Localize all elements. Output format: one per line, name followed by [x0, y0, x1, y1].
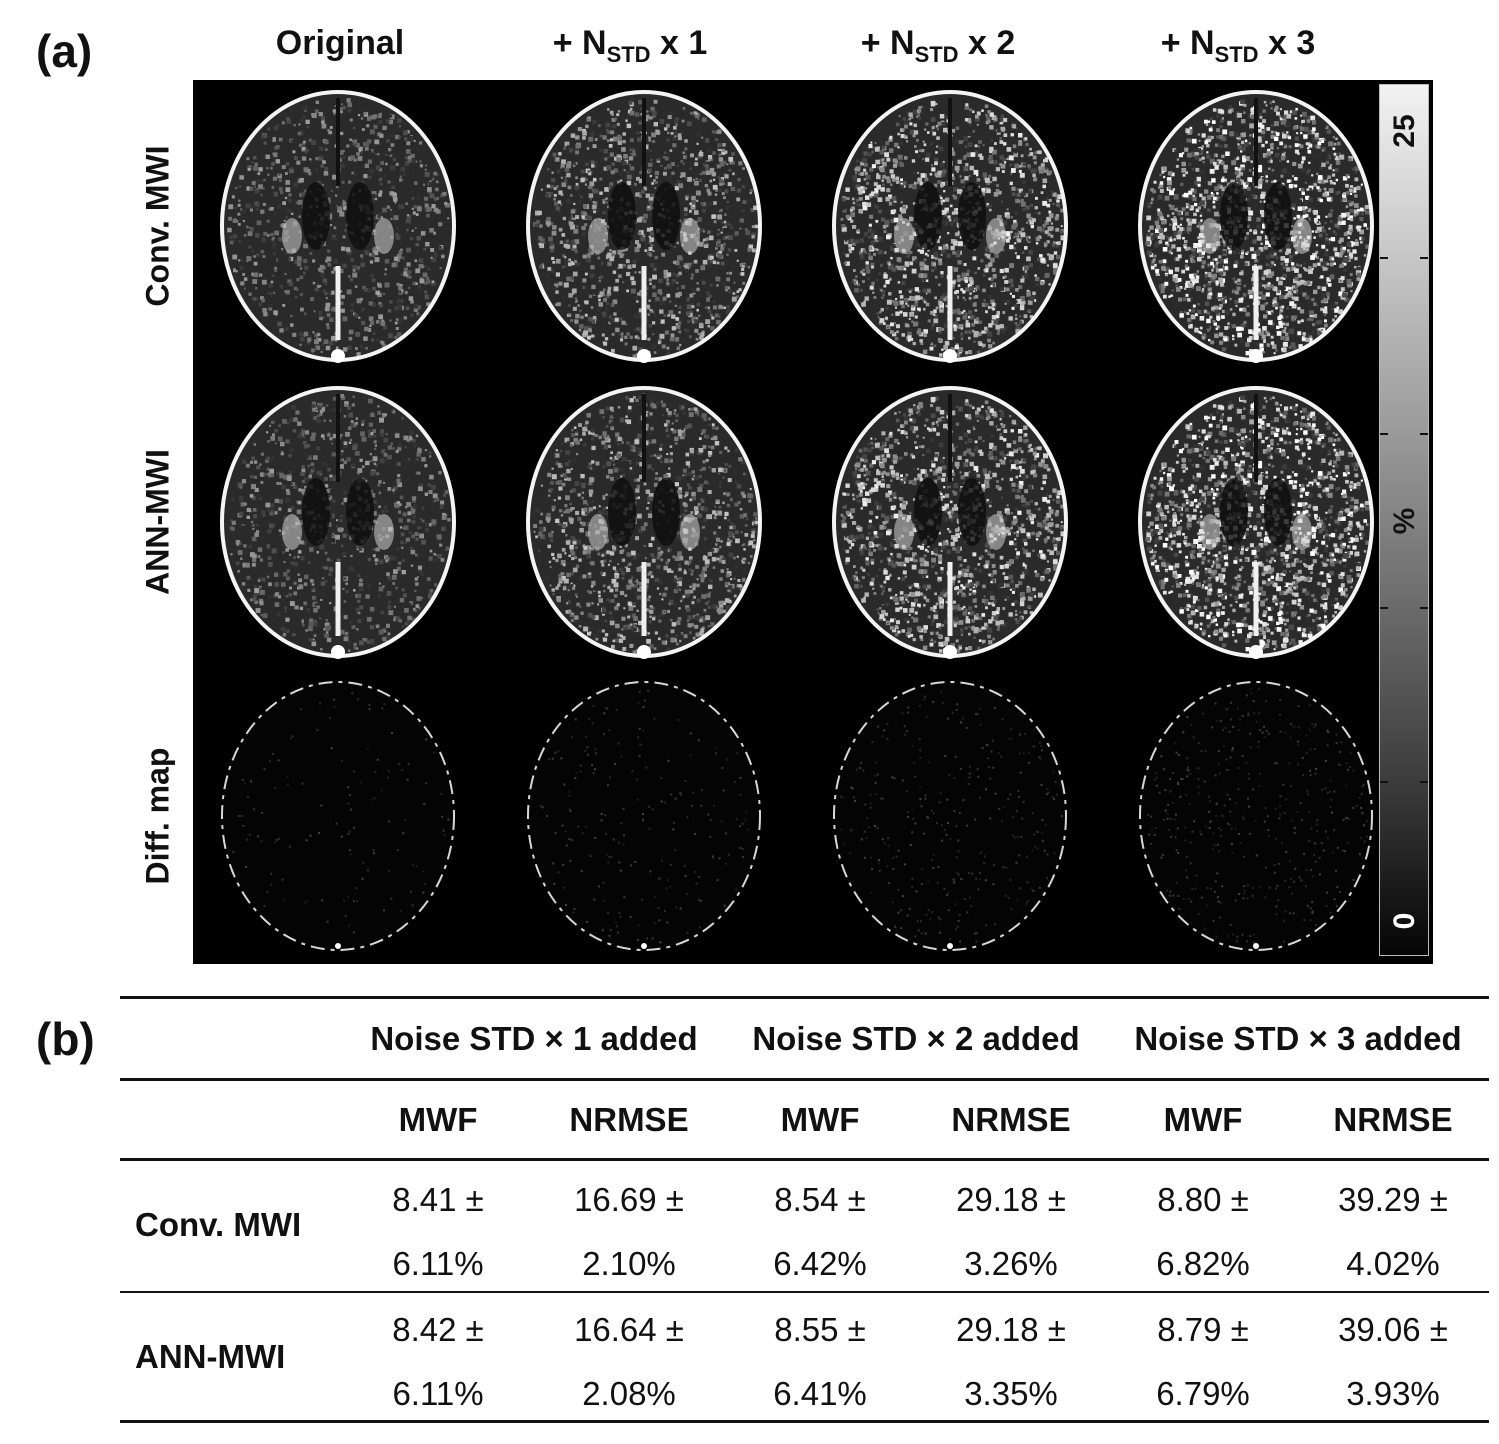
table-cell: 8.41 ± 6.11%	[338, 1168, 538, 1296]
table-cell-line: 8.79 ±	[1157, 1311, 1249, 1348]
table-cell-line: 6.42%	[773, 1245, 867, 1282]
table-cell-line: 29.18 ±	[956, 1181, 1066, 1218]
table-cell: 8.79 ± 6.79%	[1103, 1298, 1303, 1426]
table-cell-line: 4.02%	[1346, 1245, 1440, 1282]
brain-map-image	[213, 676, 463, 956]
table-row-label-conv-mwi: Conv. MWI	[135, 1206, 302, 1243]
table-cell: 29.18 ± 3.35%	[911, 1298, 1111, 1426]
table-cell-line: 8.42 ±	[392, 1311, 484, 1348]
brain-map-image	[1131, 86, 1381, 366]
table-subheader-nrmse-1: NRMSE	[569, 1101, 689, 1138]
column-header-noise-1: + NSTD x 1	[552, 24, 708, 67]
table-cell: 39.06 ± 3.93%	[1293, 1298, 1493, 1426]
brain-map-image	[213, 382, 463, 662]
table-bottom-rule	[120, 1420, 1489, 1423]
column-header-original: Original	[275, 24, 405, 62]
column-header-noise-3: + NSTD x 3	[1160, 24, 1316, 67]
table-cell-line: 29.18 ±	[956, 1311, 1066, 1348]
table-row-label-ann-mwi: ANN-MWI	[135, 1338, 286, 1375]
table-cell-line: 3.26%	[964, 1245, 1058, 1282]
table-cell-line: 8.54 ±	[774, 1181, 866, 1218]
table-group-header-2: Noise STD × 2 added	[752, 1020, 1080, 1057]
table-subheader-nrmse-3: NRMSE	[1333, 1101, 1453, 1138]
table-subheader-mwf-2: MWF	[780, 1101, 860, 1138]
brain-map-image	[213, 86, 463, 366]
table-cell-line: 16.69 ±	[574, 1181, 684, 1218]
table-cell: 39.29 ± 4.02%	[1293, 1168, 1493, 1296]
brain-map-image	[1131, 676, 1381, 956]
panel-a-label: (a)	[36, 25, 93, 77]
table-cell-line: 2.08%	[582, 1375, 676, 1412]
table-cell-line: 3.93%	[1346, 1375, 1440, 1412]
brain-map-image	[519, 382, 769, 662]
table-subheader-mwf-1: MWF	[398, 1101, 478, 1138]
table-cell: 8.54 ± 6.42%	[720, 1168, 920, 1296]
table-cell-line: 8.80 ±	[1157, 1181, 1249, 1218]
brain-map-image	[825, 676, 1075, 956]
table-cell: 8.55 ± 6.41%	[720, 1298, 920, 1426]
table-cell-line: 39.06 ±	[1338, 1311, 1448, 1348]
brain-map-image	[519, 86, 769, 366]
table-cell-line: 6.11%	[392, 1375, 484, 1412]
table-cell-line: 16.64 ±	[574, 1311, 684, 1348]
table-cell-line: 6.82%	[1156, 1245, 1250, 1282]
panel-b-label: (b)	[36, 1013, 95, 1065]
table-cell-line: 8.55 ±	[774, 1311, 866, 1348]
table-top-rule	[120, 996, 1489, 999]
table-cell: 29.18 ± 3.26%	[911, 1168, 1111, 1296]
table-group-header-3: Noise STD × 3 added	[1134, 1020, 1462, 1057]
table-subheader-rule	[120, 1158, 1489, 1161]
brain-map-image	[519, 676, 769, 956]
table-cell-line: 2.10%	[582, 1245, 676, 1282]
table-row-rule	[120, 1291, 1489, 1293]
table-cell: 16.64 ± 2.08%	[529, 1298, 729, 1426]
table-cell-line: 6.41%	[773, 1375, 867, 1412]
mwf-map-grid	[193, 80, 1433, 964]
column-header-noise-2: + NSTD x 2	[860, 24, 1016, 67]
table-cell-line: 6.79%	[1156, 1375, 1250, 1412]
table-cell-line: 3.35%	[964, 1375, 1058, 1412]
table-subheader-mwf-3: MWF	[1163, 1101, 1243, 1138]
table-cell: 8.80 ± 6.82%	[1103, 1168, 1303, 1296]
brain-map-image	[825, 86, 1075, 366]
brain-map-image	[825, 382, 1075, 662]
table-cell-line: 39.29 ±	[1338, 1181, 1448, 1218]
colorbar: 25 % 0	[1379, 84, 1429, 956]
table-cell-line: 8.41 ±	[392, 1181, 484, 1218]
table-subheader-nrmse-2: NRMSE	[951, 1101, 1071, 1138]
brain-map-image	[1131, 382, 1381, 662]
table-cell: 16.69 ± 2.10%	[529, 1168, 729, 1296]
table-cell: 8.42 ± 6.11%	[338, 1298, 538, 1426]
table-header-rule	[120, 1078, 1489, 1081]
table-group-header-1: Noise STD × 1 added	[370, 1020, 698, 1057]
table-cell-line: 6.11%	[392, 1245, 484, 1282]
